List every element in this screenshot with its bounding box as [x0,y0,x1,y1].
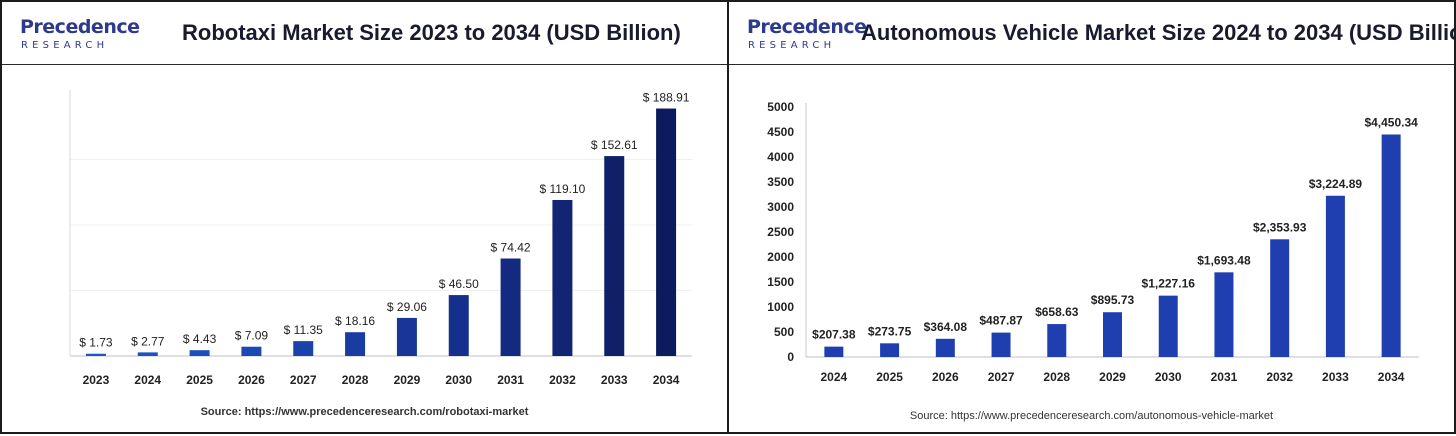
logo-wordmark: Precedence [747,16,867,38]
bar [880,343,900,357]
x-tick-label: 2032 [1266,370,1293,384]
data-label: $895.73 [1091,293,1135,307]
bar [552,199,573,356]
y-tick-label: 2500 [767,225,794,239]
data-label: $ 152.61 [591,138,638,152]
bar [1214,272,1234,357]
x-tick-label: 2024 [821,370,848,384]
bar [85,353,106,356]
x-tick-label: 2026 [238,373,265,387]
autonomous-vehicle-chart-panel: Precedence RESEARCH Autonomous Vehicle M… [727,0,1456,434]
bar [448,295,469,356]
x-tick-label: 2024 [134,373,161,387]
data-label: $ 7.09 [235,329,269,343]
y-tick-label: 2000 [767,250,794,264]
data-label: $658.63 [1035,305,1079,319]
bar [500,258,521,356]
x-tick-label: 2033 [601,373,628,387]
x-tick-label: 2031 [1211,370,1238,384]
bar [991,332,1011,357]
y-tick-label: 3000 [767,200,794,214]
precedence-research-logo: Precedence RESEARCH [20,16,150,56]
data-label: $364.08 [924,320,968,334]
data-label: $ 11.35 [284,323,323,337]
robotaxi-chart-panel: Precedence RESEARCH Robotaxi Market Size… [0,0,729,434]
x-tick-label: 2029 [394,373,421,387]
bar [396,317,417,356]
panel-header: Precedence RESEARCH Autonomous Vehicle M… [729,2,1456,65]
x-tick-label: 2028 [1043,370,1070,384]
bar [345,332,366,356]
bar [1047,324,1067,357]
x-tick-label: 2034 [653,373,680,387]
bar [189,350,210,356]
x-tick-label: 2025 [186,373,213,387]
data-label: $207.38 [812,328,856,342]
chart-title: Autonomous Vehicle Market Size 2024 to 2… [861,20,1456,45]
logo-subtext: RESEARCH [748,40,836,51]
autonomous-vehicle-bar-chart: 0 500 1000 1500 2000 2500 3000 3500 4000 4500 5000… [767,100,1419,384]
x-tick-label: 2030 [445,373,472,387]
x-tick-label: 2031 [497,373,524,387]
data-label: $ 119.10 [540,182,586,196]
y-tick-label: 500 [774,325,794,339]
x-tick-label: 2028 [342,373,369,387]
bar [935,338,955,357]
data-label: $2,353.93 [1253,220,1307,234]
bar [137,352,158,356]
x-tick-label: 2034 [1378,370,1405,384]
data-label: $ 74.42 [491,241,531,255]
data-label: $3,224.89 [1309,177,1363,191]
bar [824,346,844,357]
data-label: $ 4.43 [183,332,217,346]
precedence-research-logo: Precedence RESEARCH [747,16,877,56]
x-tick-label: 2029 [1099,370,1126,384]
x-tick-label: 2033 [1322,370,1349,384]
source-citation: Source: https://www.precedenceresearch.c… [909,410,1274,422]
data-label: $4,450.34 [1364,115,1418,129]
data-label: $ 1.73 [79,336,113,350]
y-tick-label: 4500 [767,125,794,139]
y-tick-label: 3500 [767,175,794,189]
data-label: $1,227.16 [1142,277,1196,291]
data-label: $273.75 [868,324,912,338]
robotaxi-bar-chart: $ 1.73 2023 $ 2.77 2024 $ 4.43 2025 $ 7.09 2026… [69,90,692,387]
y-tick-label: 0 [787,350,794,364]
bar [1381,134,1401,357]
x-tick-label: 2027 [988,370,1015,384]
x-tick-label: 2023 [83,373,110,387]
data-label: $ 18.16 [335,314,375,328]
panel-header: Precedence RESEARCH Robotaxi Market Size… [2,2,727,65]
data-label: $ 188.91 [643,91,690,105]
bar [1103,312,1122,357]
bar [293,341,314,356]
bar [1325,195,1345,357]
y-tick-label: 4000 [767,150,794,164]
bar [241,346,262,356]
bar [1158,295,1178,357]
data-label: $ 2.77 [131,334,165,348]
x-tick-label: 2027 [290,373,317,387]
logo-subtext: RESEARCH [21,40,109,51]
chart-title: Robotaxi Market Size 2023 to 2034 (USD B… [182,20,681,45]
data-label: $ 29.06 [387,300,427,314]
y-tick-label: 5000 [767,100,794,114]
x-tick-label: 2026 [932,370,959,384]
x-tick-label: 2032 [549,373,576,387]
source-citation: Source: https://www.precedenceresearch.c… [200,406,529,418]
x-tick-label: 2030 [1155,370,1182,384]
x-tick-label: 2025 [876,370,903,384]
data-label: $1,693.48 [1197,253,1251,267]
bar [604,156,625,356]
bar [1270,239,1290,357]
logo-wordmark: Precedence [20,16,140,38]
data-label: $ 46.50 [439,277,479,291]
y-tick-label: 1500 [767,275,794,289]
data-label: $487.87 [979,314,1023,328]
y-tick-label: 1000 [767,300,794,314]
bar [656,108,677,357]
